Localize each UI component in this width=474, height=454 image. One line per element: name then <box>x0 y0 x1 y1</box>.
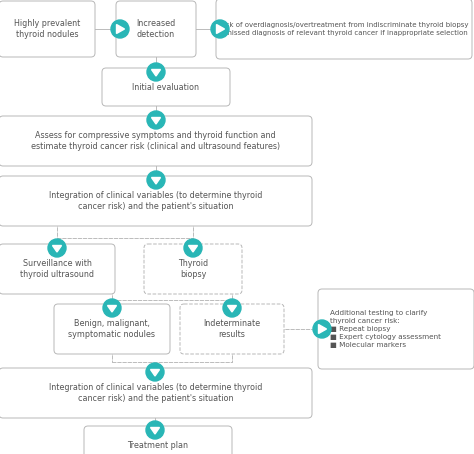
Polygon shape <box>228 306 237 312</box>
FancyBboxPatch shape <box>0 116 312 166</box>
Polygon shape <box>108 306 117 312</box>
Circle shape <box>223 299 241 317</box>
Text: Initial evaluation: Initial evaluation <box>133 83 200 92</box>
Text: Treatment plan: Treatment plan <box>128 440 189 449</box>
FancyBboxPatch shape <box>102 68 230 106</box>
Text: Additional testing to clarify
thyroid cancer risk:
■ Repeat biopsy
■ Expert cyto: Additional testing to clarify thyroid ca… <box>330 310 441 348</box>
Circle shape <box>146 421 164 439</box>
Polygon shape <box>152 69 161 76</box>
FancyBboxPatch shape <box>144 244 242 294</box>
Circle shape <box>313 320 331 338</box>
Circle shape <box>48 239 66 257</box>
Polygon shape <box>151 370 159 376</box>
Text: Integration of clinical variables (to determine thyroid
cancer risk) and the pat: Integration of clinical variables (to de… <box>49 191 262 212</box>
Circle shape <box>211 20 229 38</box>
Text: Indeterminate
results: Indeterminate results <box>203 319 261 340</box>
FancyBboxPatch shape <box>0 176 312 226</box>
Text: Assess for compressive symptoms and thyroid function and
estimate thyroid cancer: Assess for compressive symptoms and thyr… <box>31 131 280 151</box>
Polygon shape <box>151 428 159 434</box>
Polygon shape <box>152 178 161 184</box>
Text: Thyroid
biopsy: Thyroid biopsy <box>178 259 208 279</box>
FancyBboxPatch shape <box>0 368 312 418</box>
Polygon shape <box>189 246 198 252</box>
FancyBboxPatch shape <box>318 289 474 369</box>
Polygon shape <box>53 246 62 252</box>
Text: Surveillance with
thyroid ultrasound: Surveillance with thyroid ultrasound <box>20 259 94 279</box>
Polygon shape <box>217 25 225 34</box>
FancyBboxPatch shape <box>216 0 472 59</box>
FancyBboxPatch shape <box>116 1 196 57</box>
Text: Increased
detection: Increased detection <box>137 19 176 39</box>
Circle shape <box>147 63 165 81</box>
Polygon shape <box>117 25 125 34</box>
FancyBboxPatch shape <box>84 426 232 454</box>
FancyBboxPatch shape <box>0 1 95 57</box>
Circle shape <box>146 363 164 381</box>
Circle shape <box>103 299 121 317</box>
FancyBboxPatch shape <box>54 304 170 354</box>
Text: Highly prevalent
thyroid nodules: Highly prevalent thyroid nodules <box>14 19 80 39</box>
Text: Risk of overdiagnosis/overtreatment from indiscriminate thyroid biopsy
vmissed d: Risk of overdiagnosis/overtreatment from… <box>219 22 469 36</box>
Circle shape <box>147 171 165 189</box>
Text: Integration of clinical variables (to determine thyroid
cancer risk) and the pat: Integration of clinical variables (to de… <box>49 383 262 404</box>
FancyBboxPatch shape <box>0 244 115 294</box>
Circle shape <box>147 111 165 129</box>
Text: Benign, malignant,
symptomatic nodules: Benign, malignant, symptomatic nodules <box>69 319 155 340</box>
Polygon shape <box>152 118 161 124</box>
Circle shape <box>111 20 129 38</box>
Polygon shape <box>319 325 327 334</box>
FancyBboxPatch shape <box>180 304 284 354</box>
Circle shape <box>184 239 202 257</box>
